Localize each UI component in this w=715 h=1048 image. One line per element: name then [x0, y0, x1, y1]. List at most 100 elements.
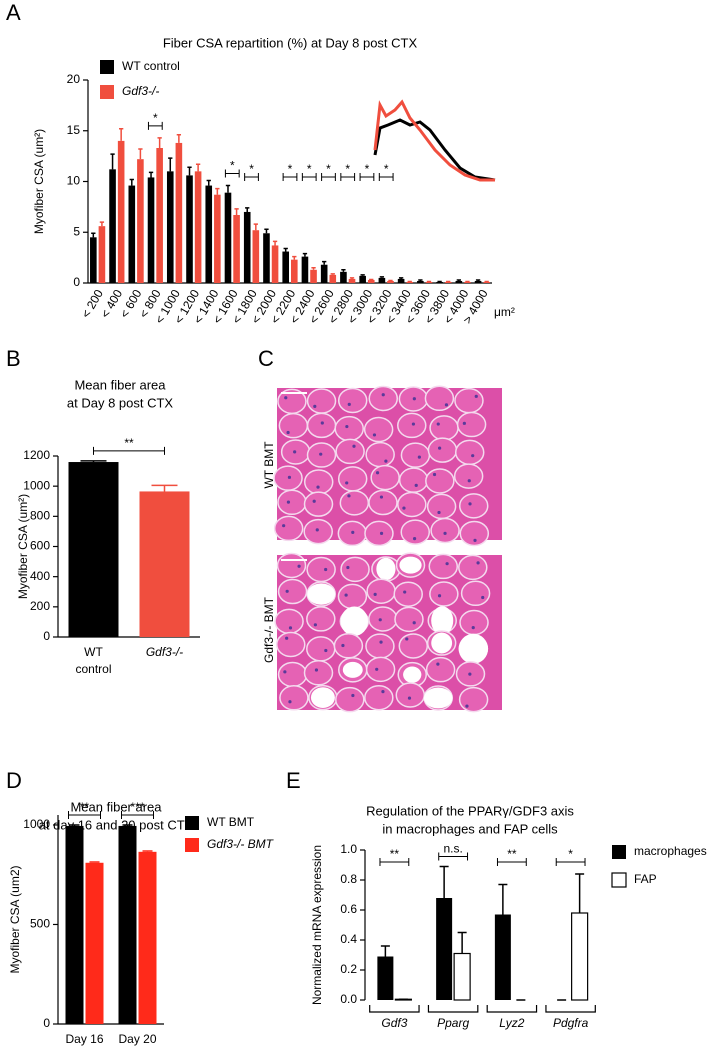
- significance-bracket: [68, 810, 101, 819]
- error-bar: [264, 228, 269, 234]
- error-bar: [157, 137, 162, 149]
- fiber: [397, 491, 427, 518]
- nucleus: [462, 421, 466, 425]
- error-bar: [253, 223, 258, 231]
- error-bar: [138, 148, 143, 160]
- fiber: [458, 686, 489, 713]
- significance-label: *: [153, 111, 158, 125]
- nucleus: [402, 506, 406, 510]
- significance-label: *: [365, 162, 370, 176]
- legend-label: FAP: [634, 872, 657, 886]
- fiber: [335, 686, 365, 713]
- bar: [348, 278, 356, 283]
- bar: [483, 281, 490, 283]
- significance-bracket: [496, 858, 527, 866]
- bar: [444, 281, 452, 283]
- nucleus: [417, 455, 421, 459]
- y-tick-label: 0.0: [340, 992, 357, 1006]
- significance-bracket: [147, 121, 163, 130]
- bar: [378, 277, 386, 283]
- y-tick-label: 400: [30, 569, 50, 583]
- fiber: [278, 412, 309, 439]
- adipocyte: [376, 557, 396, 581]
- bar: [156, 148, 163, 283]
- bar: [282, 251, 289, 283]
- significance-label: **: [124, 436, 134, 450]
- adipocyte: [399, 556, 422, 574]
- nucleus: [285, 636, 289, 640]
- fiber: [333, 633, 364, 659]
- adipocyte: [307, 583, 336, 605]
- error-bar: [272, 240, 278, 246]
- bar: [417, 280, 424, 283]
- chart-title: Regulation of the PPARγ/GDF3 axis: [366, 803, 574, 818]
- fiber: [398, 633, 429, 659]
- significance-bracket: [301, 173, 317, 181]
- y-tick-label: 0.2: [340, 962, 357, 976]
- bar: [436, 281, 443, 283]
- x-tick-label: Pparg: [437, 1016, 469, 1030]
- fiber: [276, 631, 306, 658]
- fiber: [337, 583, 368, 610]
- nucleus: [287, 475, 292, 479]
- y-tick-label: 1000: [23, 478, 50, 492]
- error-bar: [292, 255, 297, 260]
- nucleus: [282, 524, 286, 528]
- error-bar: [475, 279, 481, 281]
- significance-label: *: [345, 162, 350, 176]
- significance-label: ***: [130, 800, 144, 814]
- fiber: [430, 517, 460, 544]
- nucleus: [471, 454, 475, 458]
- y-tick-label: 0: [43, 1016, 50, 1030]
- legend-label: macrophages: [634, 844, 707, 858]
- fiber: [365, 633, 395, 659]
- panel-label: C: [258, 346, 274, 371]
- chart-title: Mean fiber area: [74, 377, 166, 392]
- error-bar: [349, 277, 355, 279]
- bar: [224, 192, 232, 283]
- y-tick-label: 0.8: [340, 872, 357, 886]
- bar: [90, 237, 97, 283]
- nucleus: [351, 530, 355, 534]
- fiber: [306, 636, 336, 662]
- adipocyte: [403, 666, 422, 683]
- bar: [98, 226, 106, 283]
- bar: [436, 898, 453, 1000]
- error-bar: [302, 252, 308, 257]
- x-tick-label: WT control: [75, 645, 111, 676]
- nucleus: [474, 394, 478, 398]
- nucleus: [412, 621, 416, 625]
- bar: [194, 171, 202, 283]
- fiber: [368, 489, 398, 516]
- nucleus: [379, 640, 383, 644]
- fiber: [456, 411, 487, 438]
- error-bar: [369, 278, 374, 281]
- y-tick-label: 5: [73, 224, 80, 238]
- bar: [301, 256, 309, 283]
- fiber: [303, 518, 333, 545]
- fiber: [453, 463, 484, 489]
- nucleus: [324, 648, 328, 653]
- nucleus: [284, 396, 288, 400]
- error-bar: [311, 267, 316, 270]
- significance-bracket: [244, 173, 259, 181]
- significance-label: *: [288, 162, 293, 176]
- nucleus: [285, 589, 289, 593]
- bar: [117, 140, 125, 283]
- panel-label: D: [6, 768, 22, 793]
- bar: [453, 952, 471, 1001]
- fiber: [303, 660, 334, 686]
- fiber: [400, 442, 431, 468]
- fiber: [303, 469, 334, 495]
- significance-label: **: [390, 847, 400, 861]
- significance-label: *: [326, 162, 331, 176]
- y-tick-label: 1.0: [340, 842, 357, 856]
- fiber: [306, 606, 336, 632]
- adipocyte: [431, 632, 453, 654]
- fiber: [368, 385, 399, 412]
- error-bar: [398, 277, 404, 279]
- y-tick-label: 600: [30, 539, 50, 553]
- y-tick-label: 15: [67, 123, 81, 137]
- adipocyte: [423, 687, 453, 709]
- legend-label: Gdf3-/- BMT: [207, 837, 275, 851]
